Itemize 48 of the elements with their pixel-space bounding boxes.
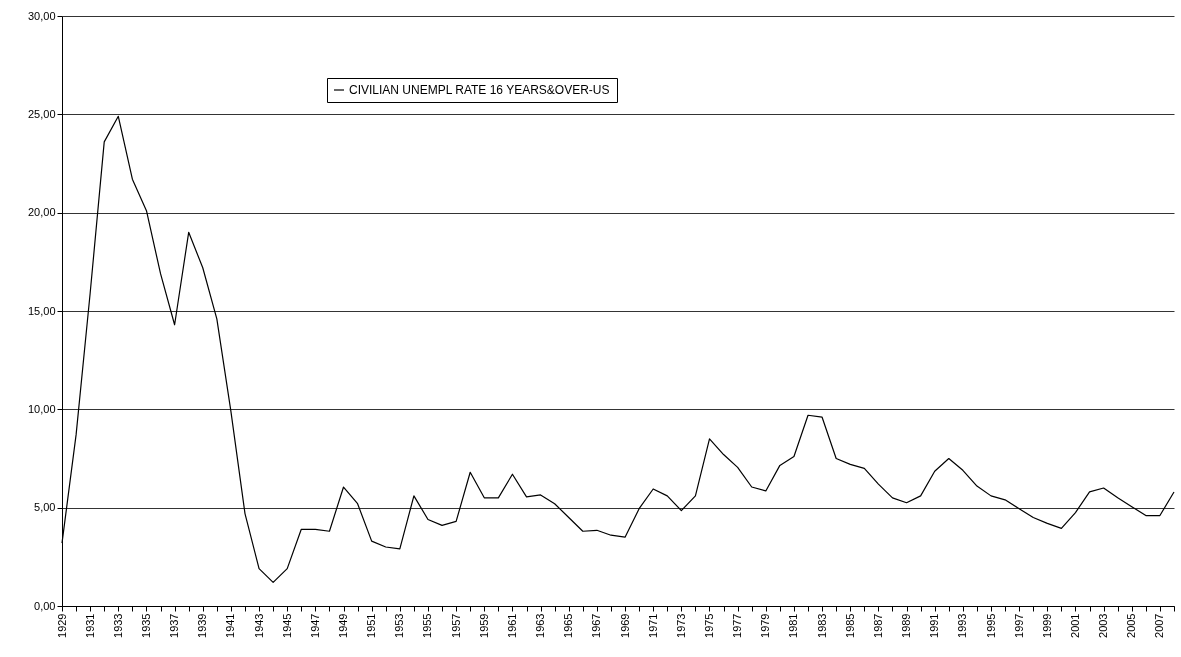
x-tick-label: 1959 (477, 613, 490, 638)
x-tick-label: 1977 (731, 613, 744, 638)
y-tick-label: 30,00 (27, 9, 56, 22)
x-tick-label: 1985 (843, 613, 856, 638)
x-tick-label: 1963 (534, 613, 547, 638)
x-tick-label: 1987 (871, 613, 884, 638)
x-tick-label: 1957 (449, 613, 462, 638)
x-tick-label: 1989 (900, 613, 913, 638)
x-tick-label: 2001 (1068, 613, 1081, 638)
x-tick-label: 1947 (308, 613, 321, 638)
x-tick-label: 1951 (365, 613, 378, 638)
y-tick-label: 10,00 (27, 402, 56, 415)
y-tick-label: 15,00 (27, 304, 56, 317)
x-tick-label: 1969 (618, 613, 631, 638)
legend-label: CIVILIAN UNEMPL RATE 16 YEARS&OVER-US (349, 83, 610, 97)
x-tick-label: 1999 (1040, 613, 1053, 638)
x-tick-label: 1937 (168, 613, 181, 638)
x-tick-label: 1991 (928, 613, 941, 638)
x-tick-label: 1997 (1012, 613, 1025, 638)
x-tick-label: 1933 (111, 613, 124, 638)
x-tick-label: 1983 (815, 613, 828, 638)
x-tick-label: 1953 (393, 613, 406, 638)
x-tick-label: 1993 (956, 613, 969, 638)
x-tick-label: 2007 (1153, 613, 1166, 638)
y-tick-label: 0,00 (34, 599, 56, 612)
x-tick-label: 1975 (702, 613, 715, 638)
x-tick-label: 1971 (646, 613, 659, 638)
x-tick-label: 1931 (83, 613, 96, 638)
x-tick-label: 1961 (505, 613, 518, 638)
x-tick-label: 1967 (590, 613, 603, 638)
x-tick-label: 1935 (139, 613, 152, 638)
x-tick-label: 1939 (196, 613, 209, 638)
x-tick-label: 1929 (55, 613, 68, 638)
y-tick-label: 25,00 (27, 107, 56, 120)
x-tick-label: 1949 (337, 613, 350, 638)
x-tick-label: 1945 (280, 613, 293, 638)
x-tick-label: 2005 (1125, 613, 1138, 638)
y-tick-label: 20,00 (27, 206, 56, 219)
x-tick-label: 1979 (759, 613, 772, 638)
y-tick-label: 5,00 (34, 501, 56, 514)
x-tick-label: 1955 (421, 613, 434, 638)
x-tick-label: 2003 (1097, 613, 1110, 638)
x-tick-label: 1995 (984, 613, 997, 638)
x-tick-label: 1981 (787, 613, 800, 638)
x-tick-label: 1941 (224, 613, 237, 638)
x-tick-label: 1965 (562, 613, 575, 638)
x-tick-label: 1973 (674, 613, 687, 638)
x-tick-label: 1943 (252, 613, 265, 638)
